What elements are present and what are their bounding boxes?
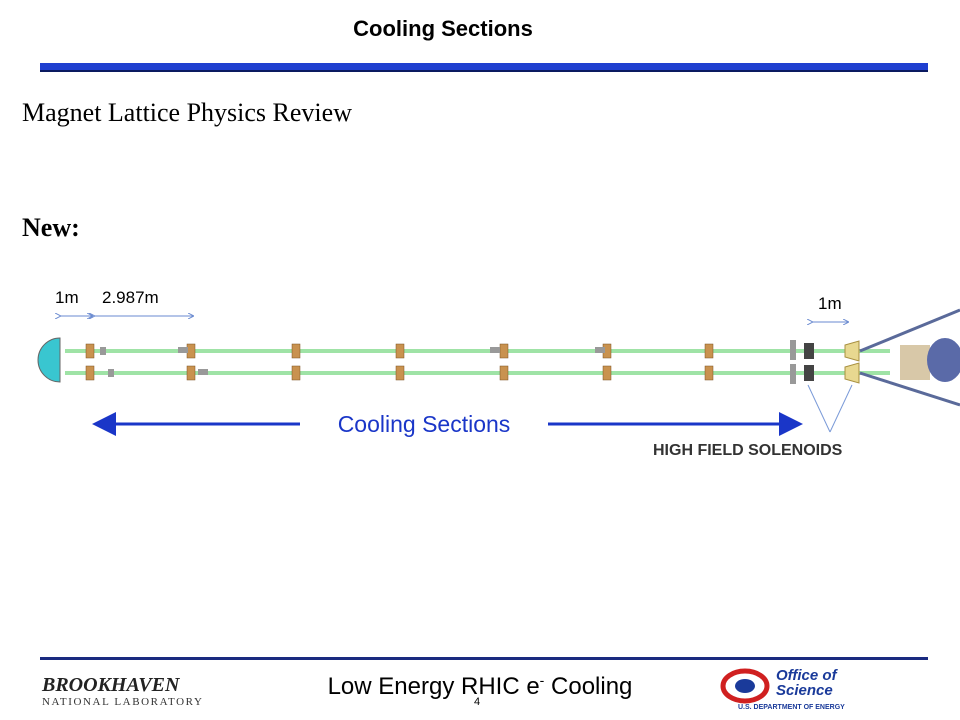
heading: Magnet Lattice Physics Review [22,98,352,127]
section-label: Cooling Sections [338,411,511,437]
beam-line [859,308,960,353]
footer-sup: - [539,672,545,688]
footer-text: Low Energy RHIC e [327,673,540,700]
solenoid-label: HIGH FIELD SOLENOIDS [653,442,843,459]
merger [900,345,930,380]
header-bar [40,63,928,72]
beam-line [859,371,960,407]
pointer [829,384,853,433]
footer-title: Low Energy RHIC e- Cooling [0,672,960,701]
page-number: 4 [474,696,481,708]
gun-shape [37,337,61,383]
solenoid [804,365,814,381]
correctors [100,340,796,384]
new-label: New: [22,213,80,242]
logo-right: Office of Science [776,668,837,698]
logo-line: Office of [776,667,837,684]
solenoid [804,343,814,359]
logo-left-sub: NATIONAL LABORATORY [42,696,204,708]
cavities [844,340,860,384]
dim-label: 1m [818,294,842,313]
dim-label: 2.987m [102,288,159,307]
footer-bar [40,657,928,660]
logo-right-sub: U.S. DEPARTMENT OF ENERGY [738,704,845,711]
merger-magnet [927,338,960,382]
dim-label: 1m [55,288,79,307]
magnets [85,343,714,381]
footer-text: Cooling [551,673,633,700]
logo-line: Science [776,682,833,699]
pointer [807,384,831,433]
logo-left: BROOKHAVEN [42,674,180,696]
slide-title: Cooling Sections [353,16,533,41]
